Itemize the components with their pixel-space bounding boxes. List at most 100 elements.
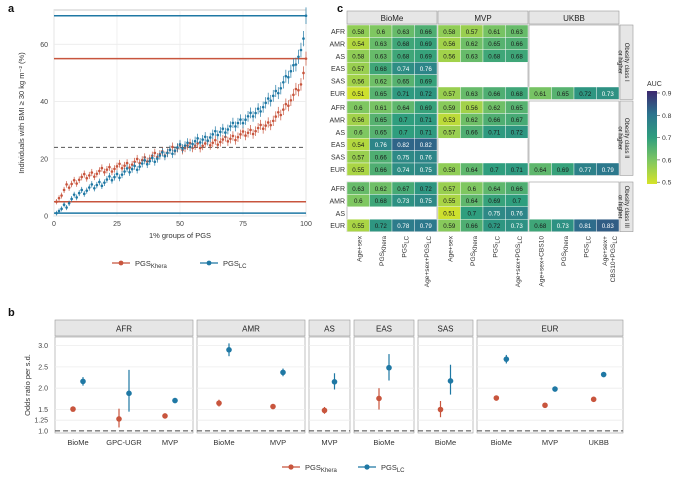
data-point-a xyxy=(297,88,300,92)
heatmap-value: 0.57 xyxy=(443,186,456,193)
row-label: AS xyxy=(336,211,346,218)
heatmap-value: 0.63 xyxy=(466,91,479,98)
data-point-a xyxy=(284,74,288,78)
or-point xyxy=(542,402,548,409)
data-point-a xyxy=(282,80,285,84)
data-point-a xyxy=(98,180,101,184)
data-point-a xyxy=(128,166,131,169)
data-point-a xyxy=(269,99,273,102)
data-point-a xyxy=(87,174,91,177)
data-point-a xyxy=(221,127,225,131)
data-point-a xyxy=(234,138,237,142)
heatmap-cell xyxy=(505,125,529,139)
x-tick-label-b: BioMe xyxy=(373,438,394,447)
or-point xyxy=(116,416,122,422)
heatmap-value: 0.66 xyxy=(488,91,501,98)
data-point-a xyxy=(276,110,280,114)
legend-tick-label: 0.5 xyxy=(662,180,672,187)
heatmap-value: 0.82 xyxy=(397,142,410,149)
heatmap-value: 0.69 xyxy=(488,198,501,205)
row-label: EUR xyxy=(330,223,345,230)
heatmap-value: 0.69 xyxy=(420,54,433,61)
data-point-a xyxy=(55,211,58,215)
data-point-a xyxy=(153,160,157,164)
heatmap-cell xyxy=(596,162,620,176)
data-point-a xyxy=(213,129,217,133)
y-tick-label-b: 1.25 xyxy=(34,418,48,425)
heatmap-value: 0.56 xyxy=(443,54,456,61)
data-point-a xyxy=(274,89,278,93)
heatmap-value: 0.65 xyxy=(375,91,388,98)
data-point-a xyxy=(72,178,76,182)
data-point-a xyxy=(103,170,106,174)
data-point-a xyxy=(93,175,96,178)
data-point-a xyxy=(234,125,237,128)
data-point-a xyxy=(198,141,202,144)
x-tick-label: 75 xyxy=(239,221,247,228)
heatmap-value: 0.6 xyxy=(467,186,476,193)
data-point-a xyxy=(292,93,295,97)
heatmap-value: 0.66 xyxy=(466,223,479,230)
heatmap-value: 0.66 xyxy=(511,41,524,48)
data-point-a xyxy=(231,134,235,138)
data-point-a xyxy=(274,115,278,118)
data-point-a xyxy=(105,168,109,171)
heatmap-value: 0.57 xyxy=(466,29,479,36)
data-point-a xyxy=(246,131,250,135)
data-point-a xyxy=(241,121,245,125)
y-axis-label-b: Odds ratio per s.d. xyxy=(23,354,32,416)
data-point-a xyxy=(191,142,194,146)
heatmap-value: 0.64 xyxy=(397,105,410,112)
heatmap-value: 0.62 xyxy=(488,105,501,112)
data-point-a xyxy=(289,98,293,102)
heatmap-value: 0.65 xyxy=(511,105,524,112)
heatmap-cell xyxy=(505,162,529,176)
heatmap-value: 0.56 xyxy=(466,105,479,112)
data-point-a xyxy=(130,163,134,166)
heatmap-value: 0.71 xyxy=(420,130,433,137)
data-point-a xyxy=(208,136,212,139)
heatmap-value: 0.72 xyxy=(375,223,388,230)
heatmap-value: 0.7 xyxy=(467,211,476,218)
or-point xyxy=(216,400,222,406)
color-legend-bar xyxy=(647,91,657,184)
column-label: PGSLC xyxy=(401,235,410,257)
data-point-a xyxy=(133,160,136,164)
column-label: CBS10+PGSLC xyxy=(610,235,619,282)
x-tick-label: 50 xyxy=(176,221,184,228)
row-label: AMR xyxy=(329,198,345,205)
y-tick-label-b: 3.0 xyxy=(38,343,48,350)
heatmap-value: 0.68 xyxy=(488,54,501,61)
column-strip xyxy=(346,10,438,25)
facet-strip-label: AS xyxy=(324,325,335,334)
column-label: PGSKhera xyxy=(470,235,479,266)
heatmap-value: 0.67 xyxy=(397,186,410,193)
heatmap-value: 0.71 xyxy=(397,91,410,98)
heatmap-value: 0.63 xyxy=(466,54,479,61)
data-point-a xyxy=(87,186,91,189)
heatmap-value: 0.75 xyxy=(420,198,433,205)
heatmap-value: 0.58 xyxy=(352,29,365,36)
or-point xyxy=(590,396,597,403)
data-point-a xyxy=(213,138,217,142)
facet-strip-label: EUR xyxy=(542,325,559,334)
data-point-a xyxy=(125,161,129,165)
data-point-a xyxy=(287,104,290,108)
heatmap-value: 0.67 xyxy=(511,117,524,124)
panel-label-b: b xyxy=(8,307,15,319)
heatmap-value: 0.73 xyxy=(602,91,615,98)
column-label: Age+sex+PGSLC xyxy=(424,235,433,287)
data-point-a xyxy=(216,133,220,137)
heatmap-value: 0.65 xyxy=(375,130,388,137)
column-strip xyxy=(437,10,529,25)
heatmap-value: 0.76 xyxy=(420,154,433,161)
heatmap-value: 0.76 xyxy=(375,142,388,149)
column-label: PGSLC xyxy=(583,235,592,257)
data-point-a xyxy=(176,146,179,149)
heatmap-value: 0.56 xyxy=(352,78,365,85)
data-point-a xyxy=(256,126,260,130)
data-point-a xyxy=(244,118,247,122)
x-tick-label-b: MVP xyxy=(162,438,178,447)
data-point-a xyxy=(60,207,63,211)
data-point-a xyxy=(115,165,119,168)
